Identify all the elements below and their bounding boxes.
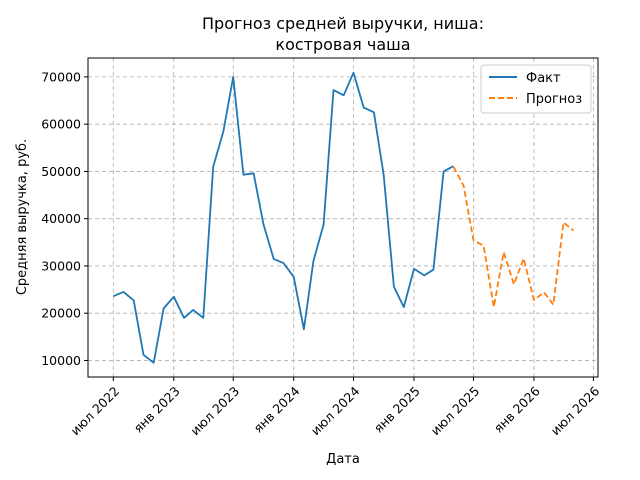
series-line-fact: [112, 71, 454, 364]
x-tick-label: июл 2023: [187, 383, 242, 438]
x-tick-label: июл 2025: [428, 383, 483, 438]
x-tick-label: июл 2022: [68, 383, 123, 438]
y-tick-label: 10000: [41, 353, 81, 368]
plot-frame: [87, 57, 599, 378]
chart-title-line-2: костровая чаша: [275, 35, 410, 54]
x-tick-label: янв 2024: [250, 383, 302, 435]
y-tick-label: 70000: [41, 69, 81, 84]
x-tick-label: янв 2025: [371, 383, 423, 435]
chart-title-line-1: Прогноз средней выручки, ниша:: [202, 14, 484, 33]
x-tick-label: янв 2023: [130, 383, 182, 435]
x-axis-label: Дата: [326, 452, 360, 467]
y-tick-label: 30000: [41, 258, 81, 273]
axis-ticks: 10000 20000 30000 40000 50000 60000 70000 июл 2…: [41, 69, 602, 438]
legend-label-forecast: Прогноз: [526, 92, 582, 107]
y-tick-label: 50000: [41, 164, 81, 179]
legend: Факт Прогноз: [480, 64, 592, 114]
grid: [88, 58, 598, 377]
y-tick-label: 60000: [41, 117, 81, 132]
y-tick-label: 20000: [41, 306, 81, 321]
x-tick-label: июл 2026: [548, 383, 603, 438]
series-lines: [112, 71, 574, 364]
x-tick-label: янв 2026: [491, 383, 543, 435]
x-tick-label: июл 2024: [308, 383, 363, 438]
series-line-forecast: [452, 166, 574, 309]
y-tick-label: 40000: [41, 211, 81, 226]
legend-label-fact: Факт: [526, 71, 561, 86]
y-axis-label: Средняя выручка, руб.: [15, 139, 30, 295]
